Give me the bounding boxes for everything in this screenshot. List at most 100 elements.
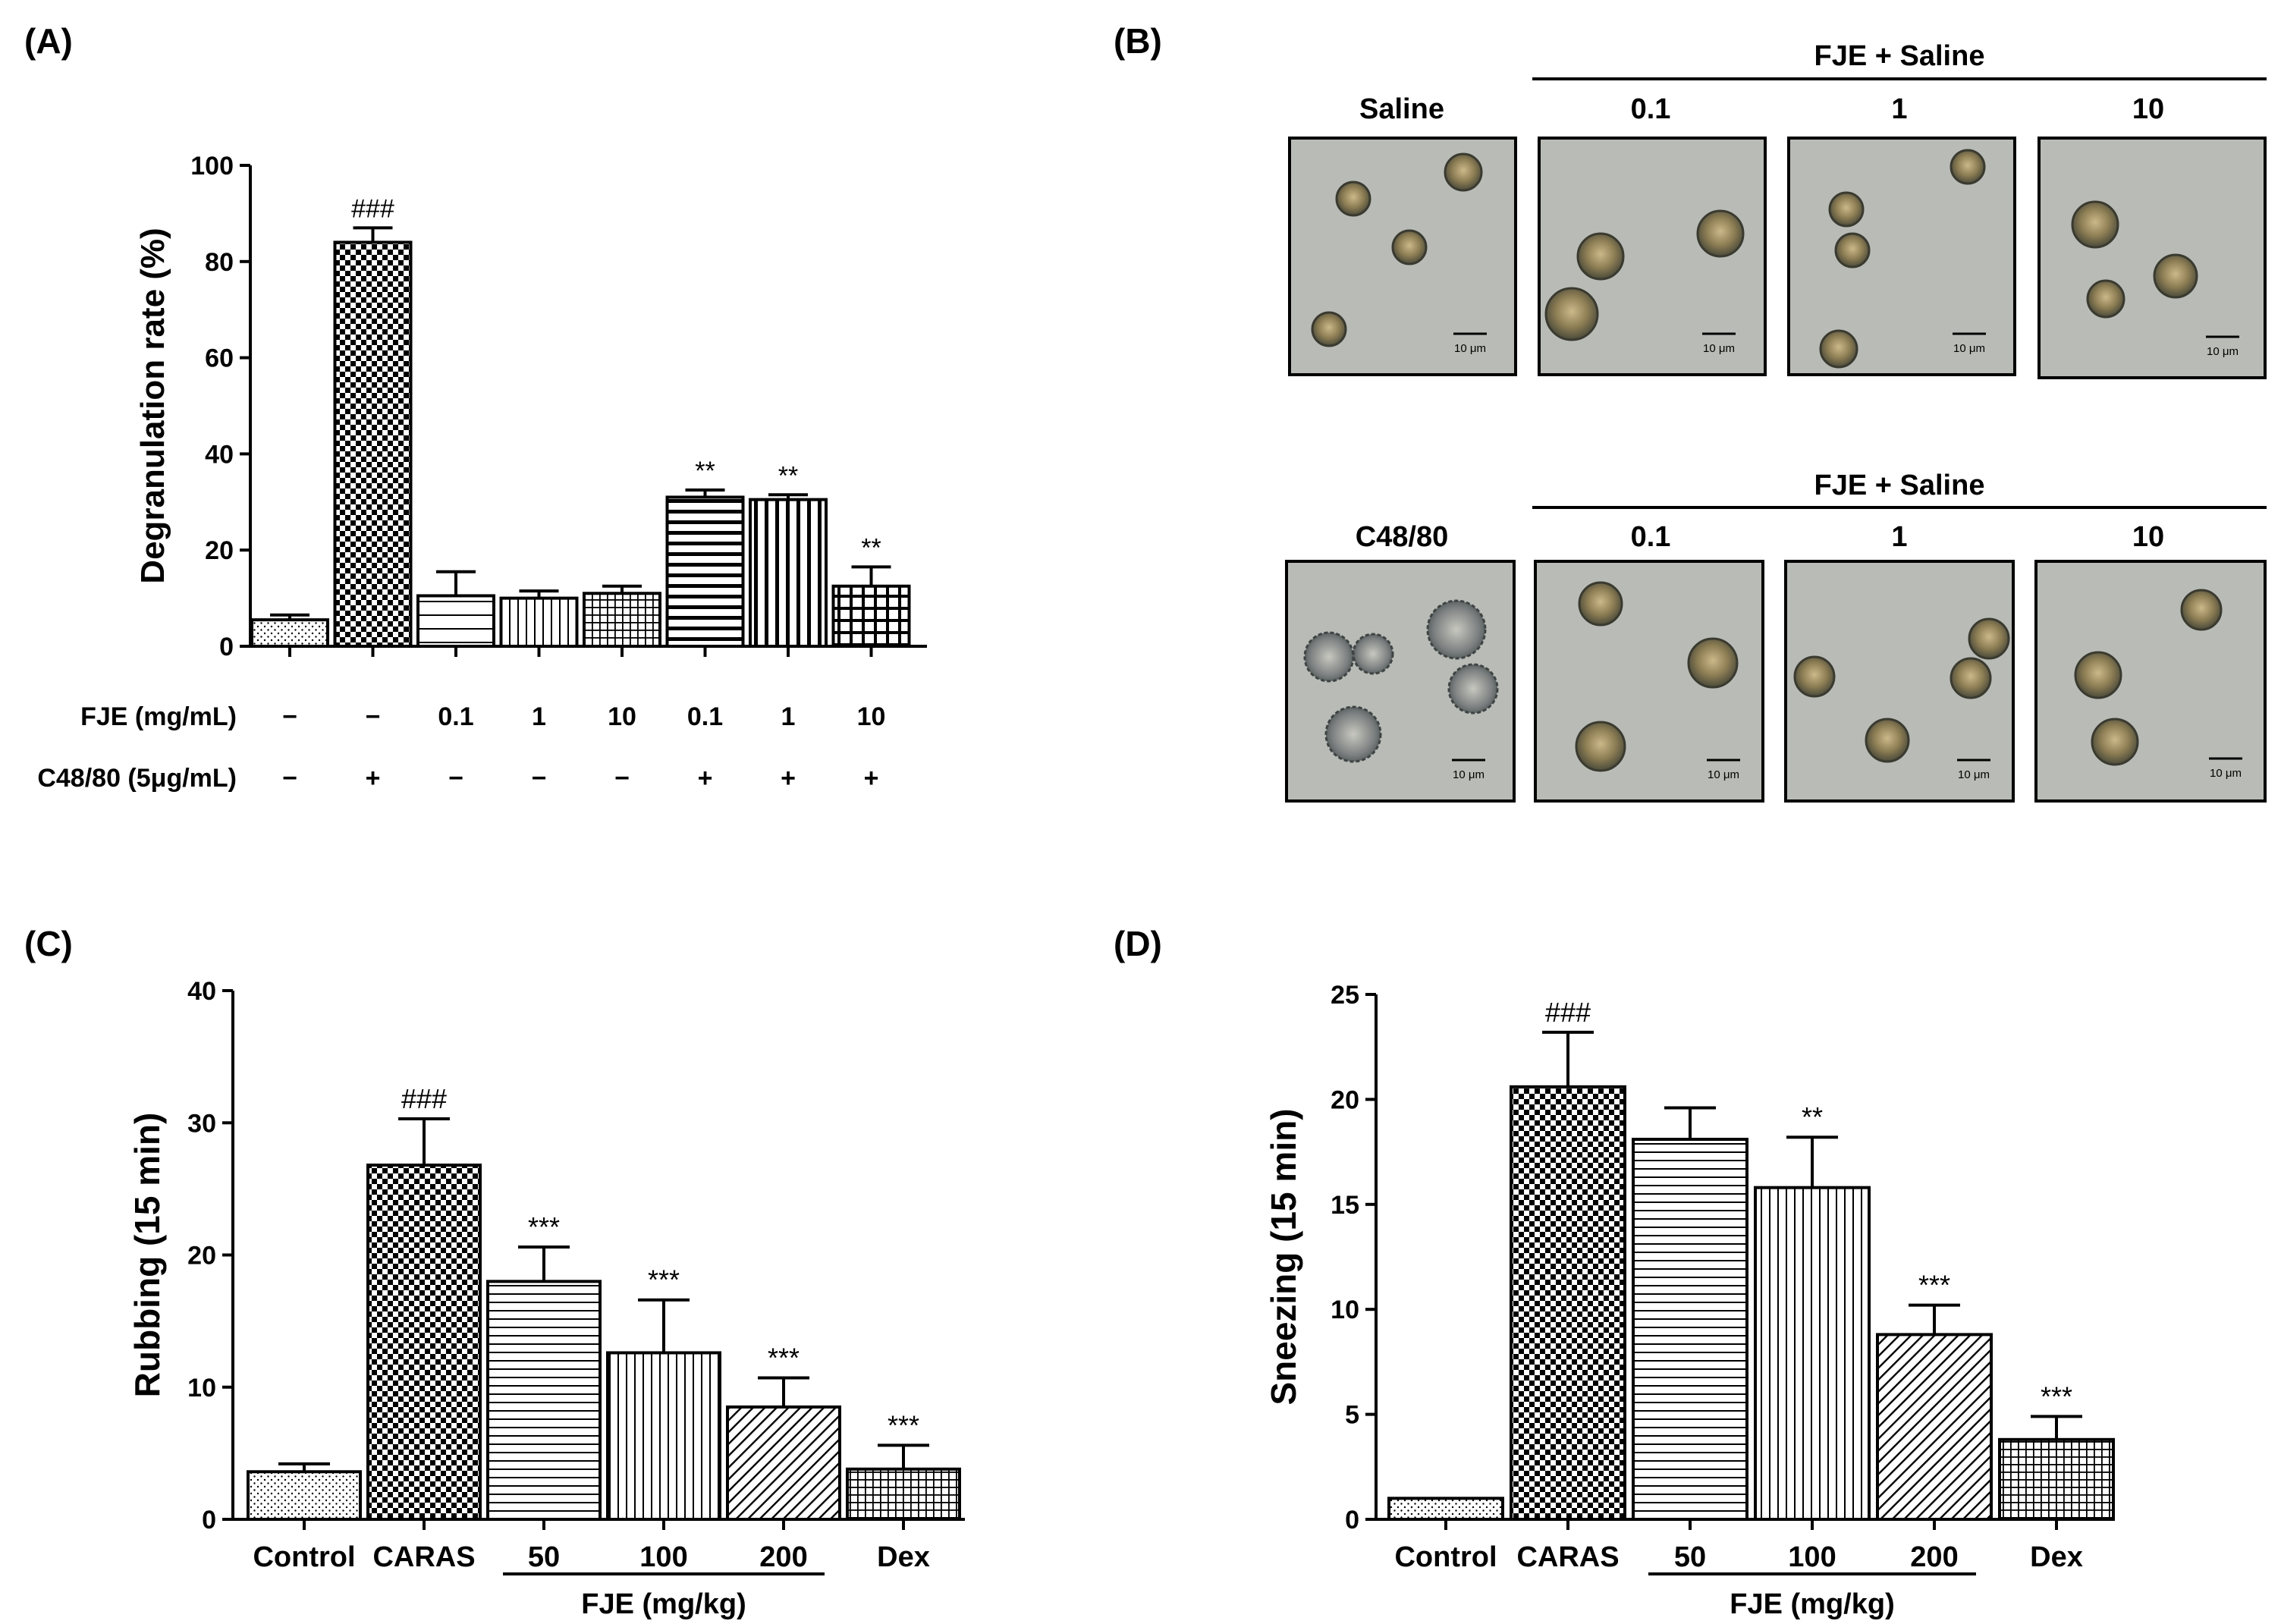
bar — [1632, 1137, 1748, 1521]
micrograph-fje-1: 10 μm — [1787, 137, 2016, 376]
row2-conc-0: 0.1 — [1631, 521, 1671, 553]
scale-bar-label: 10 μm — [1958, 768, 1990, 781]
condition-value: − — [532, 764, 547, 793]
scale-bar-label: 10 μm — [1453, 768, 1485, 781]
row1-conc-2: 10 — [2132, 93, 2164, 125]
scale-bar-label: 10 μm — [2207, 345, 2239, 358]
scale-bar-label: 10 μm — [1708, 768, 1739, 781]
x-tick-label: 200 — [759, 1541, 807, 1573]
condition-value: − — [614, 764, 630, 793]
bar — [583, 592, 661, 649]
condition-row-label: FJE (mg/mL) — [80, 702, 237, 731]
significance-label: ** — [1802, 1101, 1823, 1132]
y-tick-label: 80 — [205, 248, 234, 277]
y-tick-label: 20 — [205, 536, 234, 565]
bar — [726, 1405, 841, 1521]
micrograph-fje-10: 10 μm — [2038, 137, 2267, 379]
group-header-row1: FJE + Saline — [1814, 40, 1985, 72]
bar — [499, 596, 579, 648]
x-tick-label: 100 — [1788, 1541, 1836, 1573]
x-axis-title: FJE (mg/kg) — [1730, 1588, 1894, 1620]
significance-label: ** — [695, 457, 715, 485]
y-axis-title: Degranulation rate (%) — [134, 228, 171, 583]
scale-bar-label: 10 μm — [2210, 767, 2242, 780]
condition-value: 0.1 — [687, 702, 723, 731]
y-tick-label: 30 — [187, 1109, 216, 1138]
chart-c: 0 10 20 30 40 Rubbing (15 min) Control ### CARAS… — [127, 977, 965, 1620]
bar — [846, 1467, 961, 1522]
condition-value: − — [282, 764, 297, 793]
y-tick-label: 0 — [1345, 1506, 1359, 1534]
condition-value: + — [781, 764, 796, 793]
bar — [247, 1470, 362, 1522]
micrograph-saline: 10 μm — [1288, 137, 1517, 376]
micrograph-fje-1-c48: 10 μm — [1784, 560, 2015, 803]
bar — [1387, 1497, 1504, 1521]
row2-conc-1: 1 — [1891, 521, 1907, 553]
y-tick-label: 20 — [187, 1242, 216, 1271]
condition-value: − — [366, 702, 381, 731]
condition-value: 10 — [857, 702, 886, 731]
condition-value: + — [366, 764, 381, 793]
y-tick-label: 40 — [205, 440, 234, 469]
micrograph-fje-10-c48: 10 μm — [2034, 560, 2267, 803]
y-axis-title: Sneezing (15 min) — [1264, 1108, 1303, 1405]
bar — [1998, 1437, 2115, 1522]
y-tick-label: 0 — [219, 633, 234, 661]
condition-value: − — [448, 764, 463, 793]
chart-a: 0 20 40 60 80 100 Degranulation rate (%) ### ** *… — [37, 152, 927, 793]
y-tick-label: 15 — [1331, 1191, 1359, 1220]
significance-label: *** — [2041, 1381, 2072, 1412]
row1-label: Saline — [1359, 93, 1444, 125]
x-tick-label: Dex — [877, 1541, 930, 1573]
significance-label: *** — [648, 1264, 680, 1296]
x-tick-label: Control — [253, 1541, 355, 1573]
x-tick-label: Dex — [2030, 1541, 2083, 1573]
panel-label-b: (B) — [1114, 21, 1162, 61]
panel-label-a: (A) — [24, 21, 73, 61]
chart-d: 0 5 10 15 20 25 Sneezing (15 min) Control ### CAR… — [1264, 981, 2115, 1620]
bar — [1754, 1186, 1871, 1521]
x-tick-label: CARAS — [372, 1541, 475, 1573]
x-tick-label: Control — [1394, 1541, 1497, 1573]
scale-bar-label: 10 μm — [1454, 342, 1486, 355]
row2-conc-2: 10 — [2132, 521, 2164, 553]
condition-value: 1 — [532, 702, 546, 731]
row2-label: C48/80 — [1356, 521, 1449, 553]
significance-label: *** — [1918, 1270, 1950, 1301]
micrograph-fje-0.1: 10 μm — [1538, 137, 1767, 376]
bar — [749, 498, 828, 648]
condition-value: − — [282, 702, 297, 731]
bar — [606, 1351, 721, 1521]
x-axis-title: FJE (mg/kg) — [581, 1588, 746, 1620]
panel-label-c: (C) — [24, 924, 73, 963]
panel-label-d: (D) — [1114, 924, 1162, 963]
bar — [250, 618, 329, 649]
significance-label: ** — [861, 533, 881, 562]
significance-label: *** — [768, 1343, 800, 1374]
bar — [831, 584, 911, 648]
y-tick-label: 100 — [190, 152, 234, 181]
row1-conc-1: 1 — [1891, 93, 1907, 125]
significance-label: *** — [888, 1409, 919, 1440]
condition-value: + — [698, 764, 713, 793]
condition-value: 1 — [781, 702, 796, 731]
x-tick-label: CARAS — [1516, 1541, 1619, 1573]
y-tick-label: 40 — [187, 977, 216, 1006]
bar — [486, 1280, 602, 1521]
y-tick-label: 60 — [205, 344, 234, 373]
y-axis-title: Rubbing (15 min) — [127, 1113, 167, 1398]
x-tick-label: 50 — [1674, 1541, 1706, 1573]
condition-row-label: C48/80 (5μg/mL) — [37, 764, 237, 793]
condition-value: + — [864, 764, 879, 793]
bar — [665, 495, 745, 649]
significance-label: ### — [351, 194, 394, 223]
scale-bar-label: 10 μm — [1953, 342, 1985, 355]
condition-value: 10 — [608, 702, 636, 731]
significance-label: ### — [1545, 997, 1591, 1028]
group-header-row2: FJE + Saline — [1814, 470, 1985, 501]
y-tick-label: 10 — [1331, 1296, 1359, 1324]
condition-value: 0.1 — [438, 702, 473, 731]
y-tick-label: 25 — [1331, 981, 1359, 1010]
bar — [1510, 1085, 1626, 1521]
